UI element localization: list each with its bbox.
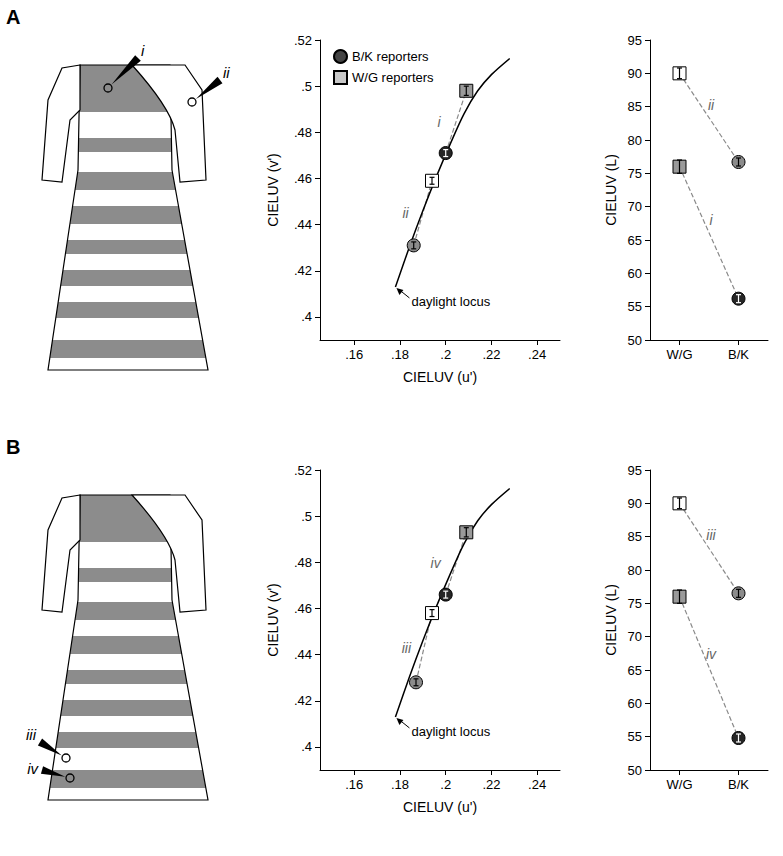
svg-text:.46: .46 — [294, 601, 312, 616]
svg-text:daylight locus: daylight locus — [411, 724, 490, 739]
svg-text:.4: .4 — [301, 309, 312, 324]
svg-text:85: 85 — [628, 529, 642, 544]
svg-text:95: 95 — [628, 33, 642, 48]
svg-text:50: 50 — [628, 763, 642, 778]
svg-text:ii: ii — [708, 97, 715, 113]
svg-text:95: 95 — [628, 463, 642, 478]
svg-text:B/K: B/K — [728, 347, 749, 362]
svg-text:.2: .2 — [440, 777, 451, 792]
svg-text:50: 50 — [628, 333, 642, 348]
svg-text:.22: .22 — [482, 347, 500, 362]
svg-text:iii: iii — [402, 640, 412, 656]
svg-text:.16: .16 — [345, 347, 363, 362]
svg-text:iv: iv — [27, 760, 39, 777]
svg-text:.18: .18 — [391, 777, 409, 792]
svg-text:daylight locus: daylight locus — [411, 294, 490, 309]
svg-text:.22: .22 — [482, 777, 500, 792]
svg-text:CIELUV (v'): CIELUV (v') — [265, 583, 281, 656]
svg-text:ii: ii — [402, 205, 409, 221]
svg-text:.18: .18 — [391, 347, 409, 362]
svg-text:.24: .24 — [528, 777, 546, 792]
svg-text:iii: iii — [706, 527, 716, 543]
svg-text:i: i — [709, 212, 713, 228]
svg-text:85: 85 — [628, 99, 642, 114]
svg-text:.5: .5 — [301, 79, 312, 94]
svg-text:70: 70 — [628, 629, 642, 644]
svg-text:.44: .44 — [294, 647, 312, 662]
svg-text:.2: .2 — [440, 347, 451, 362]
html-text:A: A — [6, 6, 21, 28]
svg-text:CIELUV (L): CIELUV (L) — [603, 154, 619, 226]
svg-text:90: 90 — [628, 66, 642, 81]
svg-text:B/K reporters: B/K reporters — [352, 49, 429, 64]
svg-text:80: 80 — [628, 563, 642, 578]
svg-text:iv: iv — [706, 646, 717, 662]
svg-text:CIELUV (v'): CIELUV (v') — [265, 153, 281, 226]
svg-text:.48: .48 — [294, 125, 312, 140]
svg-text:i: i — [141, 42, 145, 59]
svg-text:.44: .44 — [294, 217, 312, 232]
svg-text:60: 60 — [628, 266, 642, 281]
svg-text:W/G: W/G — [667, 347, 693, 362]
svg-text:.52: .52 — [294, 33, 312, 48]
svg-text:75: 75 — [628, 166, 642, 181]
svg-text:W/G: W/G — [667, 777, 693, 792]
svg-text:80: 80 — [628, 133, 642, 148]
svg-text:.46: .46 — [294, 171, 312, 186]
svg-text:.24: .24 — [528, 347, 546, 362]
svg-text:.4: .4 — [301, 739, 312, 754]
svg-text:90: 90 — [628, 496, 642, 511]
svg-text:70: 70 — [628, 199, 642, 214]
svg-text:i: i — [438, 114, 442, 130]
svg-text:.52: .52 — [294, 463, 312, 478]
svg-text:55: 55 — [628, 299, 642, 314]
svg-text:CIELUV (L): CIELUV (L) — [603, 584, 619, 656]
svg-text:.16: .16 — [345, 777, 363, 792]
svg-text:.48: .48 — [294, 555, 312, 570]
svg-text:.42: .42 — [294, 693, 312, 708]
svg-text:65: 65 — [628, 233, 642, 248]
svg-text:iv: iv — [431, 555, 442, 571]
svg-text:55: 55 — [628, 729, 642, 744]
svg-text:.42: .42 — [294, 263, 312, 278]
svg-text:B/K: B/K — [728, 777, 749, 792]
svg-text:75: 75 — [628, 596, 642, 611]
svg-text:W/G reporters: W/G reporters — [352, 70, 434, 85]
svg-text:CIELUV (u'): CIELUV (u') — [403, 799, 477, 815]
svg-text:ii: ii — [223, 64, 230, 81]
svg-text:CIELUV (u'): CIELUV (u') — [403, 369, 477, 385]
svg-text:65: 65 — [628, 663, 642, 678]
svg-text:60: 60 — [628, 696, 642, 711]
html-text:B: B — [6, 436, 21, 458]
svg-text:iii: iii — [26, 726, 37, 743]
svg-text:.5: .5 — [301, 509, 312, 524]
